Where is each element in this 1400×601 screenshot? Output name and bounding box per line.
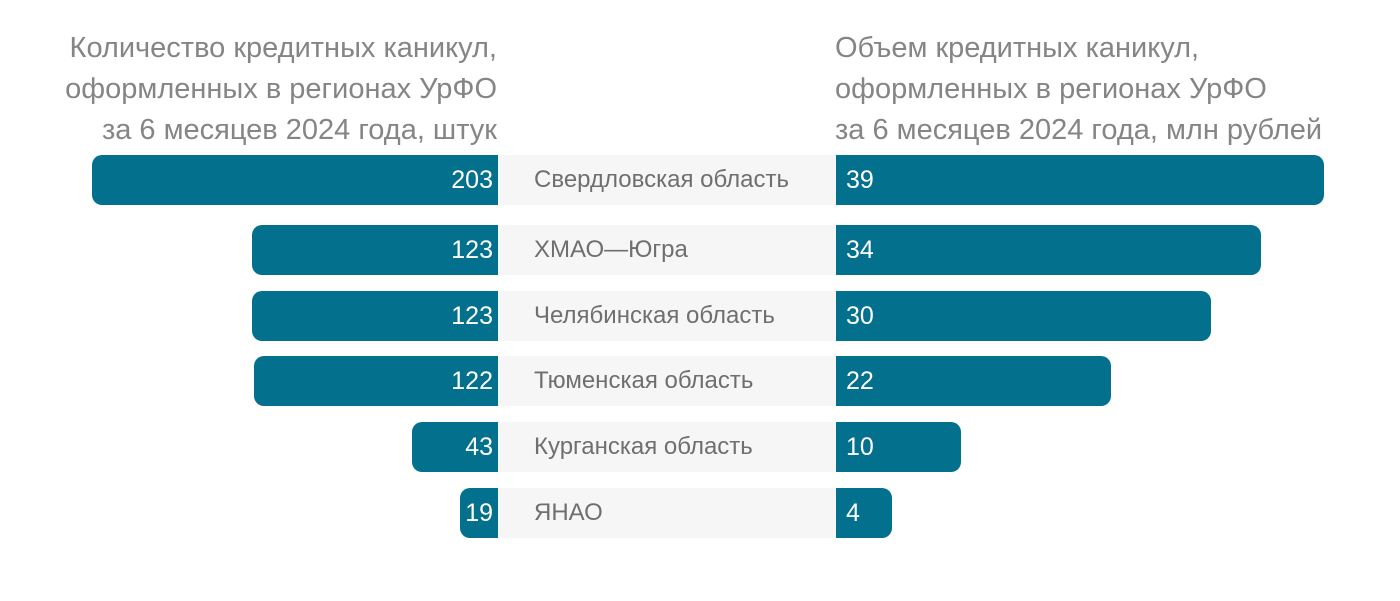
category-label: Курганская область <box>534 433 753 460</box>
volume-value-label: 22 <box>846 367 874 395</box>
category-band <box>498 225 836 275</box>
count-value-label: 43 <box>465 433 493 461</box>
left-chart-title: Количество кредитных каникул, оформленны… <box>65 32 497 146</box>
count-value-label: 123 <box>451 236 493 264</box>
volume-value-label: 10 <box>846 433 874 461</box>
volume-value-label: 39 <box>846 166 874 194</box>
category-band <box>498 356 836 406</box>
category-label: Тюменская область <box>534 367 754 394</box>
volume-bar <box>836 291 1212 341</box>
volume-bar <box>836 155 1324 205</box>
category-band <box>498 155 836 205</box>
count-value-label: 122 <box>451 367 493 395</box>
volume-bar <box>836 225 1262 275</box>
category-band <box>498 422 836 472</box>
volume-bar <box>836 422 962 472</box>
category-label: ХМАО—Югра <box>534 236 688 263</box>
category-band <box>498 488 836 538</box>
count-value-label: 123 <box>451 302 493 330</box>
volume-value-label: 4 <box>846 499 860 527</box>
count-bar <box>460 488 498 538</box>
category-label: Свердловская область <box>534 166 789 193</box>
count-bar <box>252 225 498 275</box>
volume-bar <box>836 488 892 538</box>
volume-value-label: 30 <box>846 302 874 330</box>
volume-bar <box>836 356 1112 406</box>
count-bar <box>252 291 498 341</box>
count-bar <box>412 422 498 472</box>
right-chart-title: Объем кредитных каникул, оформленных в р… <box>835 32 1323 146</box>
category-band <box>498 291 836 341</box>
count-value-label: 203 <box>451 166 493 194</box>
category-label: ЯНАО <box>534 499 603 526</box>
count-bar <box>254 356 498 406</box>
count-value-label: 19 <box>465 499 493 527</box>
count-bar <box>92 155 498 205</box>
volume-value-label: 34 <box>846 236 874 264</box>
category-label: Челябинская область <box>534 302 775 329</box>
